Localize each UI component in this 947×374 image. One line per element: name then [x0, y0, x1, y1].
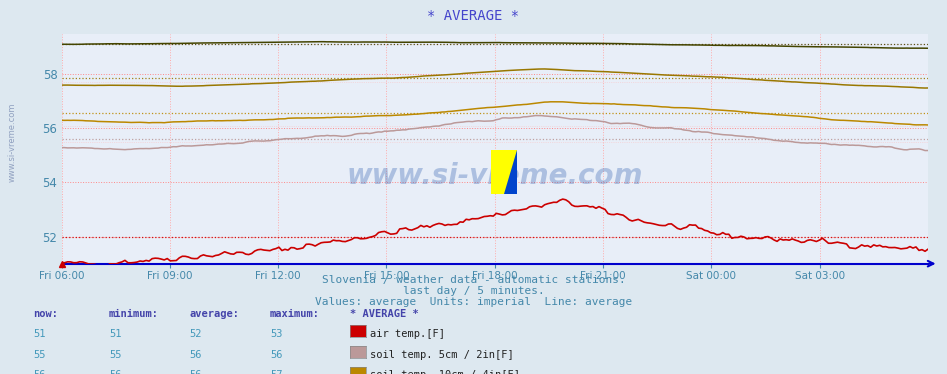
- Text: 56: 56: [189, 370, 202, 374]
- Text: 53: 53: [270, 329, 282, 339]
- Text: last day / 5 minutes.: last day / 5 minutes.: [402, 286, 545, 296]
- Text: Slovenia / weather data - automatic stations.: Slovenia / weather data - automatic stat…: [322, 275, 625, 285]
- Text: 51: 51: [33, 329, 45, 339]
- Text: minimum:: minimum:: [109, 309, 159, 319]
- Text: 56: 56: [33, 370, 45, 374]
- Text: 51: 51: [109, 329, 121, 339]
- Text: 55: 55: [33, 350, 45, 360]
- Text: now:: now:: [33, 309, 58, 319]
- Text: * AVERAGE *: * AVERAGE *: [427, 9, 520, 23]
- Text: 56: 56: [270, 350, 282, 360]
- Text: Values: average  Units: imperial  Line: average: Values: average Units: imperial Line: av…: [314, 297, 633, 307]
- Text: * AVERAGE *: * AVERAGE *: [350, 309, 420, 319]
- Text: 52: 52: [189, 329, 202, 339]
- Text: 57: 57: [270, 370, 282, 374]
- Text: 55: 55: [109, 350, 121, 360]
- Text: www.si-vreme.com: www.si-vreme.com: [347, 162, 643, 190]
- Polygon shape: [504, 150, 517, 194]
- Text: 56: 56: [109, 370, 121, 374]
- Text: maximum:: maximum:: [270, 309, 320, 319]
- Text: soil temp. 5cm / 2in[F]: soil temp. 5cm / 2in[F]: [370, 350, 514, 360]
- Text: average:: average:: [189, 309, 240, 319]
- Text: www.si-vreme.com: www.si-vreme.com: [8, 102, 17, 182]
- Text: air temp.[F]: air temp.[F]: [370, 329, 445, 339]
- Text: soil temp. 10cm / 4in[F]: soil temp. 10cm / 4in[F]: [370, 370, 520, 374]
- Text: 56: 56: [189, 350, 202, 360]
